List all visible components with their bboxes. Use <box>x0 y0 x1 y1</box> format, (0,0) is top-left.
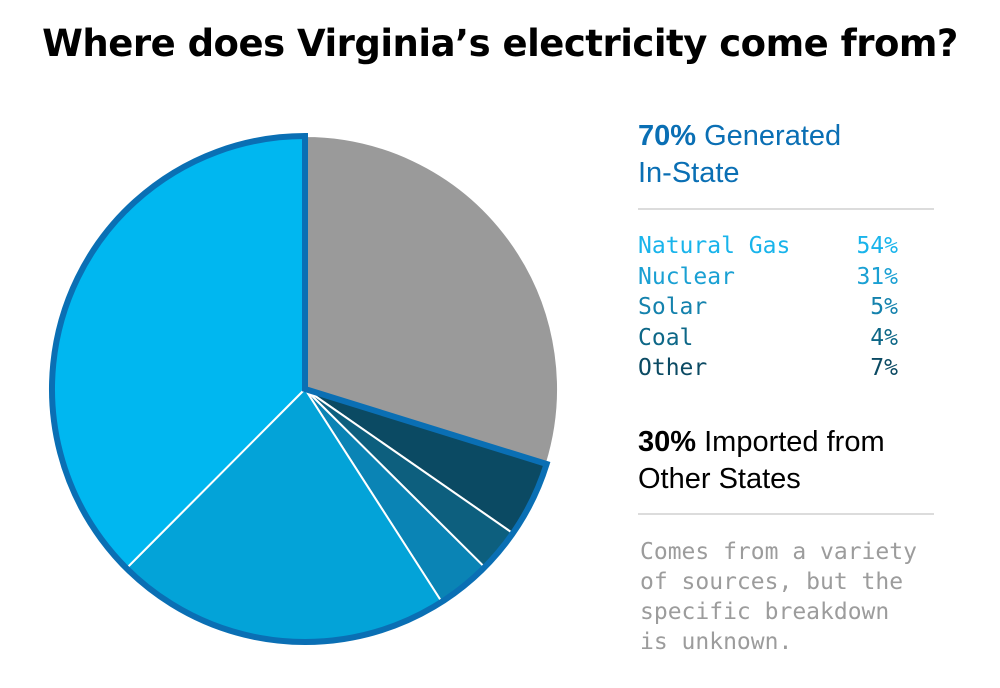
breakdown-row-coal: Coal 4% <box>638 323 898 354</box>
breakdown-value: 4% <box>870 324 898 351</box>
breakdown-value: 5% <box>870 294 898 320</box>
divider-bottom <box>638 513 934 515</box>
in-state-group-outline <box>49 132 551 645</box>
breakdown-value: 31% <box>856 263 898 290</box>
note-line: of sources, but the <box>640 569 904 595</box>
divider-top <box>638 208 934 210</box>
imported-percent: 30% <box>638 426 697 458</box>
breakdown-value: 7% <box>870 355 898 381</box>
breakdown-label: Natural Gas <box>638 233 791 259</box>
note-line: is unknown. <box>640 629 793 655</box>
breakdown-label: Coal <box>638 324 694 351</box>
note-line: Comes from a variety <box>640 539 917 565</box>
breakdown-label: Solar <box>638 294 708 320</box>
breakdown-label: Nuclear <box>638 263 735 290</box>
in-state-label-line1: Generated <box>704 120 842 152</box>
imported-label-line2: Other States <box>638 463 801 495</box>
imported-heading: 30% Imported from Other States <box>638 424 934 498</box>
note-line: specific breakdown <box>640 599 890 625</box>
imported-note: Comes from a variety of sources, but the… <box>640 537 960 657</box>
breakdown-label: Other <box>638 355 708 381</box>
breakdown-list: Natural Gas 54% Nuclear 31% Solar 5% Coal 4%… <box>638 231 898 384</box>
pie-chart <box>49 132 559 645</box>
pie-slice-imported-from-other-states <box>304 135 559 466</box>
imported-label-line1: Imported from <box>704 426 885 458</box>
breakdown-row-solar: Solar 5% <box>638 292 898 323</box>
breakdown-row-nuclear: Nuclear 31% <box>638 262 898 293</box>
in-state-percent: 70% <box>638 120 697 152</box>
breakdown-row-natural-gas: Natural Gas 54% <box>638 231 898 262</box>
in-state-label-line2: In-State <box>638 157 740 189</box>
breakdown-row-other: Other 7% <box>638 353 898 384</box>
breakdown-value: 54% <box>856 233 898 259</box>
in-state-heading: 70% Generated In-State <box>638 118 934 192</box>
chart-title: Where does Virginia’s electricity come f… <box>42 22 958 65</box>
